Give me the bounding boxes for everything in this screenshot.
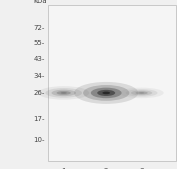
Ellipse shape bbox=[74, 82, 138, 104]
Ellipse shape bbox=[52, 90, 76, 96]
Text: 3: 3 bbox=[139, 168, 144, 169]
Ellipse shape bbox=[83, 85, 129, 101]
Text: 2: 2 bbox=[104, 168, 109, 169]
Ellipse shape bbox=[102, 92, 110, 94]
Ellipse shape bbox=[139, 92, 144, 94]
Bar bbox=[48, 5, 176, 161]
Text: 43-: 43- bbox=[34, 56, 45, 62]
Ellipse shape bbox=[38, 86, 89, 100]
Ellipse shape bbox=[126, 89, 158, 97]
Ellipse shape bbox=[45, 88, 82, 98]
Text: 55-: 55- bbox=[34, 40, 45, 46]
Text: 17-: 17- bbox=[34, 116, 45, 122]
Ellipse shape bbox=[61, 92, 67, 94]
Ellipse shape bbox=[119, 88, 164, 98]
Text: 26-: 26- bbox=[34, 90, 45, 96]
Ellipse shape bbox=[57, 91, 71, 95]
Text: 34-: 34- bbox=[34, 73, 45, 79]
Text: 72-: 72- bbox=[34, 25, 45, 31]
Ellipse shape bbox=[131, 90, 152, 95]
Text: 1: 1 bbox=[61, 168, 66, 169]
Ellipse shape bbox=[91, 88, 122, 98]
Ellipse shape bbox=[97, 90, 115, 96]
Text: 10-: 10- bbox=[34, 137, 45, 143]
Ellipse shape bbox=[135, 91, 148, 94]
Text: kDa: kDa bbox=[33, 0, 47, 4]
